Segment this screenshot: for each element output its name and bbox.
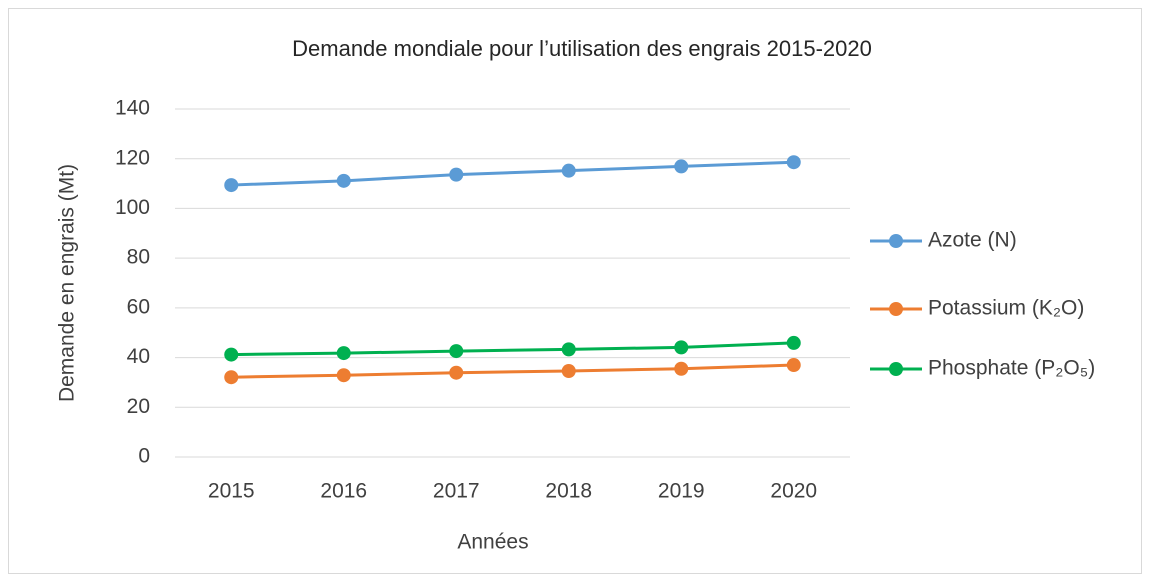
legend-marker: [889, 362, 903, 376]
data-point: [224, 347, 239, 362]
chart-title: Demande mondiale pour l’utilisation des …: [292, 36, 872, 61]
series-line: [231, 363, 794, 379]
y-tick-label: 0: [138, 445, 150, 468]
data-point: [561, 363, 576, 378]
x-tick-label: 2015: [208, 480, 255, 503]
legend-label: Phosphate (P₂O₅): [928, 357, 1095, 380]
y-tick-label: 60: [127, 295, 150, 318]
y-tick-label: 140: [115, 97, 150, 120]
legend-label: Potassium (K₂O): [928, 297, 1084, 320]
data-point: [336, 173, 351, 188]
legend-label: Azote (N): [928, 229, 1017, 252]
data-point: [561, 163, 576, 178]
x-tick-label: 2017: [433, 480, 480, 503]
data-point: [786, 335, 801, 350]
y-tick-label: 120: [115, 146, 150, 169]
data-point: [786, 155, 801, 170]
legend-marker: [889, 302, 903, 316]
data-point: [224, 370, 239, 385]
data-point: [336, 368, 351, 383]
data-point: [224, 178, 239, 193]
series-line: [231, 160, 794, 187]
data-point: [786, 358, 801, 373]
y-tick-label: 40: [127, 345, 150, 368]
x-axis-title: Années: [457, 531, 528, 554]
data-point: [674, 361, 689, 376]
x-tick-label: 2018: [545, 480, 592, 503]
data-point: [674, 340, 689, 355]
series-line: [231, 341, 794, 357]
data-point: [561, 342, 576, 357]
x-tick-label: 2019: [658, 480, 705, 503]
y-tick-label: 100: [115, 196, 150, 219]
legend-marker: [889, 234, 903, 248]
data-point: [336, 346, 351, 361]
data-point: [674, 159, 689, 174]
y-tick-label: 80: [127, 246, 150, 269]
data-point: [449, 365, 464, 380]
y-tick-label: 20: [127, 395, 150, 418]
x-tick-label: 2016: [320, 480, 367, 503]
data-point: [449, 167, 464, 182]
x-tick-label: 2020: [770, 480, 817, 503]
chart-border: [8, 8, 1142, 574]
y-axis-title: Demande en engrais (Mt): [56, 164, 79, 402]
data-point: [449, 344, 464, 359]
